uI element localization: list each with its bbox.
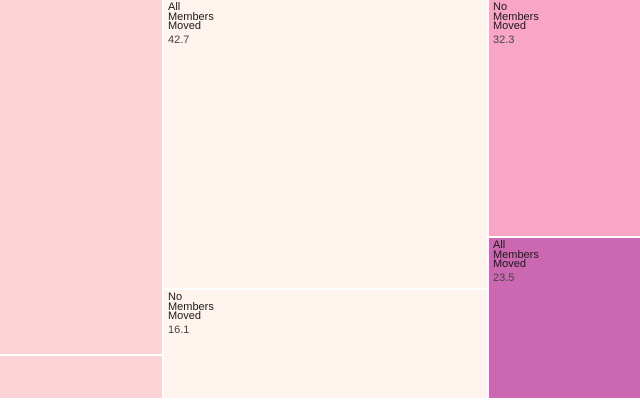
tile-label-text: No Members Moved — [493, 1, 539, 32]
tile-label: No Members Moved 32.3 — [493, 1, 553, 46]
tile-left-bottom[interactable] — [0, 356, 162, 398]
tile-label-text: All Members Moved — [493, 239, 539, 270]
tile-right-no-members-moved[interactable]: No Members Moved 32.3 — [489, 0, 640, 236]
tile-label: All Members Moved 23.5 — [493, 239, 553, 284]
tile-middle-no-members-moved[interactable]: No Members Moved 16.1 — [164, 290, 487, 398]
tile-right-all-members-moved[interactable]: All Members Moved 23.5 — [489, 238, 640, 398]
tile-label-text: No Members Moved — [168, 291, 214, 322]
tile-label: All Members Moved 42.7 — [168, 1, 228, 46]
tile-label: No Members Moved 16.1 — [168, 291, 228, 336]
tile-value: 42.7 — [168, 33, 190, 46]
tile-value: 23.5 — [493, 271, 515, 284]
tile-value: 16.1 — [168, 323, 190, 336]
tile-middle-all-members-moved[interactable]: All Members Moved 42.7 — [164, 0, 487, 288]
tile-label-text: All Members Moved — [168, 1, 214, 32]
tile-value: 32.3 — [493, 33, 515, 46]
tile-left-top[interactable] — [0, 0, 162, 354]
